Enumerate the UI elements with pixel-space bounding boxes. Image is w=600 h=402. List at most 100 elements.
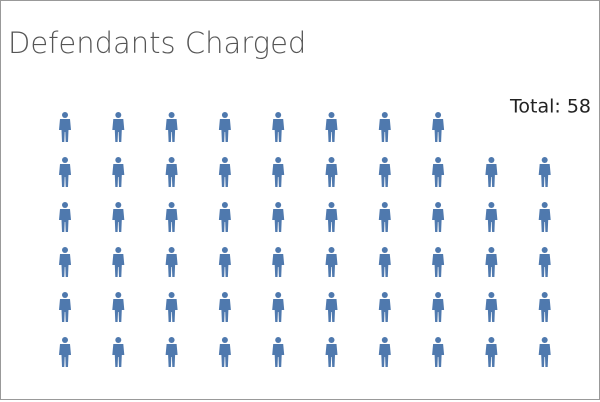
icon-head <box>328 112 335 118</box>
icon-body <box>218 119 231 142</box>
person-icon <box>378 337 391 367</box>
icon-head <box>381 112 388 118</box>
icon-body <box>432 164 445 187</box>
chart-title: Defendants Charged <box>8 26 306 60</box>
icon-head <box>381 157 388 163</box>
person-icon <box>378 247 391 277</box>
person-icon <box>272 247 285 277</box>
icon-head <box>168 337 175 343</box>
person-icon <box>325 112 338 142</box>
person-icon <box>218 112 231 142</box>
person-icon <box>112 292 125 322</box>
icon-body <box>378 344 391 367</box>
person-icon <box>165 337 178 367</box>
icon-head <box>221 157 228 163</box>
icon-body <box>432 119 445 142</box>
icon-head <box>115 247 122 253</box>
person-icon <box>485 157 498 187</box>
icon-head <box>328 337 335 343</box>
icon-head <box>328 292 335 298</box>
icon-head <box>541 337 548 343</box>
icon-head <box>221 112 228 118</box>
person-icon <box>165 157 178 187</box>
icon-body <box>272 119 285 142</box>
icon-head <box>328 157 335 163</box>
icon-body <box>378 209 391 232</box>
person-icon <box>378 157 391 187</box>
icon-head <box>62 112 68 118</box>
icon-body <box>218 344 231 367</box>
icon-head <box>541 157 548 163</box>
person-icon <box>59 202 71 232</box>
icon-head <box>168 112 175 118</box>
icon-head <box>275 337 282 343</box>
person-icon <box>112 202 125 232</box>
icon-body <box>325 164 338 187</box>
total-label: Total: 58 <box>509 96 591 118</box>
icon-body <box>218 254 231 277</box>
person-icon <box>272 337 285 367</box>
icon-body <box>325 254 338 277</box>
person-icon <box>325 202 338 232</box>
person-icon <box>59 292 71 322</box>
icon-head <box>435 247 442 253</box>
icon-body <box>59 299 71 322</box>
icon-body <box>325 119 338 142</box>
icon-body <box>485 344 498 367</box>
icon-body <box>59 164 71 187</box>
person-icon <box>59 157 71 187</box>
icon-body <box>378 299 391 322</box>
person-icon <box>325 157 338 187</box>
icon-head <box>275 202 282 208</box>
icon-body <box>112 254 125 277</box>
icon-body <box>325 344 338 367</box>
icon-head <box>62 292 68 298</box>
icon-head <box>62 157 68 163</box>
icon-body <box>538 299 551 322</box>
icon-head <box>168 292 175 298</box>
icon-body <box>59 209 71 232</box>
icon-body <box>485 209 498 232</box>
icon-body <box>378 254 391 277</box>
icon-body <box>112 344 125 367</box>
icon-head <box>435 157 442 163</box>
person-icon <box>112 247 125 277</box>
icon-body <box>165 254 178 277</box>
icon-head <box>275 112 282 118</box>
icon-head <box>168 202 175 208</box>
icon-body <box>538 164 551 187</box>
person-icon <box>432 247 445 277</box>
person-icon <box>112 337 125 367</box>
icon-body <box>272 344 285 367</box>
icon-head <box>115 202 122 208</box>
person-icon <box>378 202 391 232</box>
person-icon <box>485 337 498 367</box>
icon-head <box>488 337 495 343</box>
person-icon <box>432 157 445 187</box>
icon-body <box>378 164 391 187</box>
person-icon <box>325 247 338 277</box>
icon-head <box>115 157 122 163</box>
person-icon <box>485 202 498 232</box>
icon-body <box>538 254 551 277</box>
person-icon <box>165 247 178 277</box>
person-icon <box>218 337 231 367</box>
person-icon <box>432 337 445 367</box>
icon-head <box>221 202 228 208</box>
person-icon <box>272 202 285 232</box>
person-icon <box>112 112 125 142</box>
icon-body <box>218 209 231 232</box>
person-icon <box>272 292 285 322</box>
person-icon <box>218 292 231 322</box>
icon-body <box>165 344 178 367</box>
person-icon <box>59 247 71 277</box>
icon-head <box>221 337 228 343</box>
icon-head <box>435 337 442 343</box>
icon-body <box>272 209 285 232</box>
person-icon <box>432 202 445 232</box>
icon-body <box>165 299 178 322</box>
person-icon <box>218 247 231 277</box>
icon-body <box>165 119 178 142</box>
